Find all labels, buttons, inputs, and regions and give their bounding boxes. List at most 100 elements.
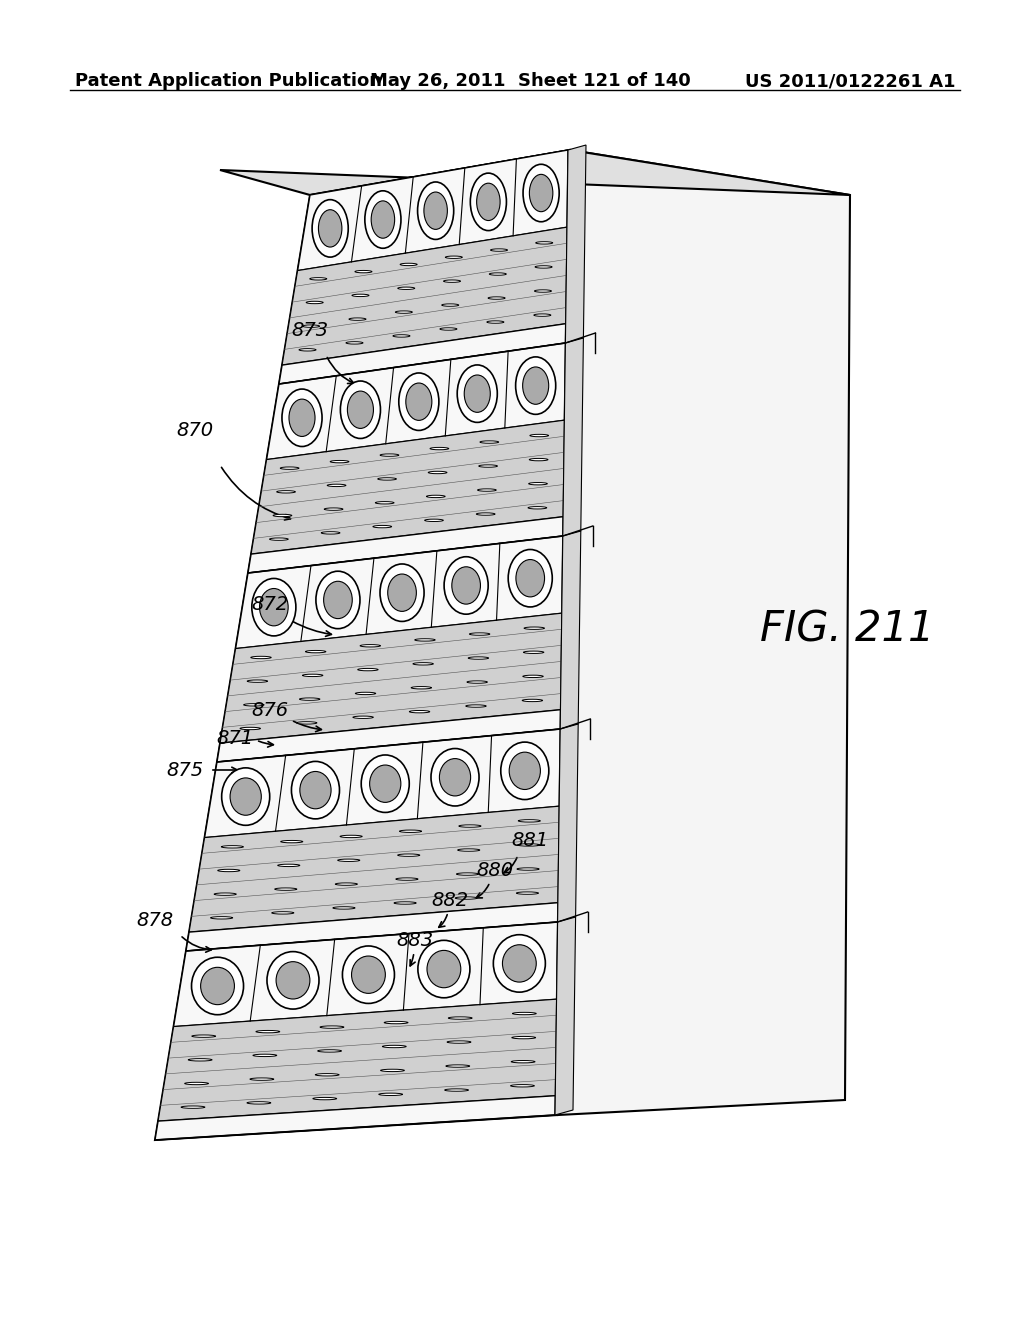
- Ellipse shape: [247, 680, 267, 682]
- Ellipse shape: [282, 389, 323, 446]
- Ellipse shape: [211, 916, 232, 919]
- Ellipse shape: [380, 564, 424, 622]
- Ellipse shape: [349, 318, 366, 321]
- Polygon shape: [558, 150, 850, 1115]
- Ellipse shape: [480, 441, 499, 444]
- Ellipse shape: [221, 768, 269, 825]
- Ellipse shape: [250, 1078, 273, 1080]
- Ellipse shape: [517, 867, 539, 870]
- Ellipse shape: [529, 434, 549, 437]
- Ellipse shape: [476, 513, 495, 515]
- Ellipse shape: [347, 391, 374, 429]
- Ellipse shape: [477, 488, 497, 491]
- Text: 880: 880: [476, 861, 514, 879]
- Ellipse shape: [509, 752, 541, 789]
- Ellipse shape: [476, 183, 500, 220]
- Ellipse shape: [384, 1022, 408, 1024]
- Ellipse shape: [318, 210, 342, 247]
- Polygon shape: [186, 903, 558, 950]
- Polygon shape: [251, 420, 564, 554]
- Ellipse shape: [244, 704, 264, 706]
- Ellipse shape: [501, 742, 549, 800]
- Ellipse shape: [278, 865, 300, 866]
- Polygon shape: [560, 531, 581, 729]
- Ellipse shape: [340, 381, 381, 438]
- Ellipse shape: [431, 748, 479, 807]
- Ellipse shape: [534, 314, 551, 317]
- Ellipse shape: [428, 471, 446, 474]
- Ellipse shape: [536, 242, 553, 244]
- Polygon shape: [220, 150, 850, 195]
- Ellipse shape: [214, 892, 237, 895]
- Ellipse shape: [489, 273, 506, 276]
- Ellipse shape: [393, 335, 410, 337]
- Ellipse shape: [418, 182, 454, 239]
- Ellipse shape: [313, 1097, 337, 1100]
- Ellipse shape: [338, 859, 359, 862]
- Ellipse shape: [449, 1016, 472, 1019]
- Ellipse shape: [479, 465, 498, 467]
- Ellipse shape: [267, 952, 319, 1008]
- Ellipse shape: [309, 277, 327, 280]
- Ellipse shape: [467, 681, 487, 684]
- Ellipse shape: [512, 1036, 536, 1039]
- Ellipse shape: [512, 1012, 537, 1015]
- Ellipse shape: [321, 1026, 344, 1028]
- Ellipse shape: [424, 191, 447, 230]
- Ellipse shape: [322, 532, 340, 535]
- Text: 870: 870: [176, 421, 214, 440]
- Polygon shape: [205, 729, 560, 838]
- Ellipse shape: [305, 651, 326, 653]
- Polygon shape: [279, 323, 565, 384]
- Ellipse shape: [523, 675, 544, 677]
- Ellipse shape: [379, 1093, 402, 1096]
- Ellipse shape: [253, 1055, 276, 1056]
- Ellipse shape: [273, 515, 292, 516]
- Ellipse shape: [302, 675, 323, 677]
- Ellipse shape: [535, 290, 552, 292]
- Text: 873: 873: [292, 321, 329, 339]
- Ellipse shape: [373, 525, 391, 528]
- Ellipse shape: [426, 495, 445, 498]
- Ellipse shape: [394, 902, 416, 904]
- Ellipse shape: [188, 1059, 212, 1061]
- Ellipse shape: [201, 968, 234, 1005]
- Ellipse shape: [439, 759, 471, 796]
- Ellipse shape: [516, 892, 539, 894]
- Ellipse shape: [406, 383, 432, 420]
- Ellipse shape: [425, 519, 443, 521]
- Ellipse shape: [274, 888, 297, 890]
- Ellipse shape: [299, 348, 316, 351]
- Ellipse shape: [459, 825, 481, 828]
- Ellipse shape: [355, 271, 372, 273]
- Ellipse shape: [523, 651, 544, 653]
- Polygon shape: [155, 150, 570, 1140]
- Ellipse shape: [413, 663, 433, 665]
- Ellipse shape: [353, 715, 374, 718]
- Ellipse shape: [365, 191, 401, 248]
- Ellipse shape: [335, 883, 357, 886]
- Ellipse shape: [256, 1031, 280, 1032]
- Ellipse shape: [324, 581, 352, 619]
- Text: 876: 876: [252, 701, 289, 719]
- Ellipse shape: [445, 256, 462, 259]
- Ellipse shape: [511, 1085, 535, 1086]
- Ellipse shape: [380, 454, 398, 457]
- Ellipse shape: [397, 286, 415, 289]
- Ellipse shape: [281, 467, 299, 470]
- Ellipse shape: [299, 698, 319, 701]
- Ellipse shape: [490, 249, 508, 251]
- Ellipse shape: [529, 174, 553, 211]
- Ellipse shape: [360, 644, 381, 647]
- Ellipse shape: [306, 301, 324, 304]
- Polygon shape: [217, 710, 560, 762]
- Text: 875: 875: [167, 760, 204, 780]
- Text: US 2011/0122261 A1: US 2011/0122261 A1: [745, 73, 955, 90]
- Polygon shape: [555, 917, 575, 1115]
- Ellipse shape: [316, 572, 360, 628]
- Ellipse shape: [488, 297, 505, 300]
- Ellipse shape: [317, 1049, 341, 1052]
- Polygon shape: [563, 338, 584, 536]
- Ellipse shape: [522, 700, 543, 702]
- Ellipse shape: [517, 843, 540, 846]
